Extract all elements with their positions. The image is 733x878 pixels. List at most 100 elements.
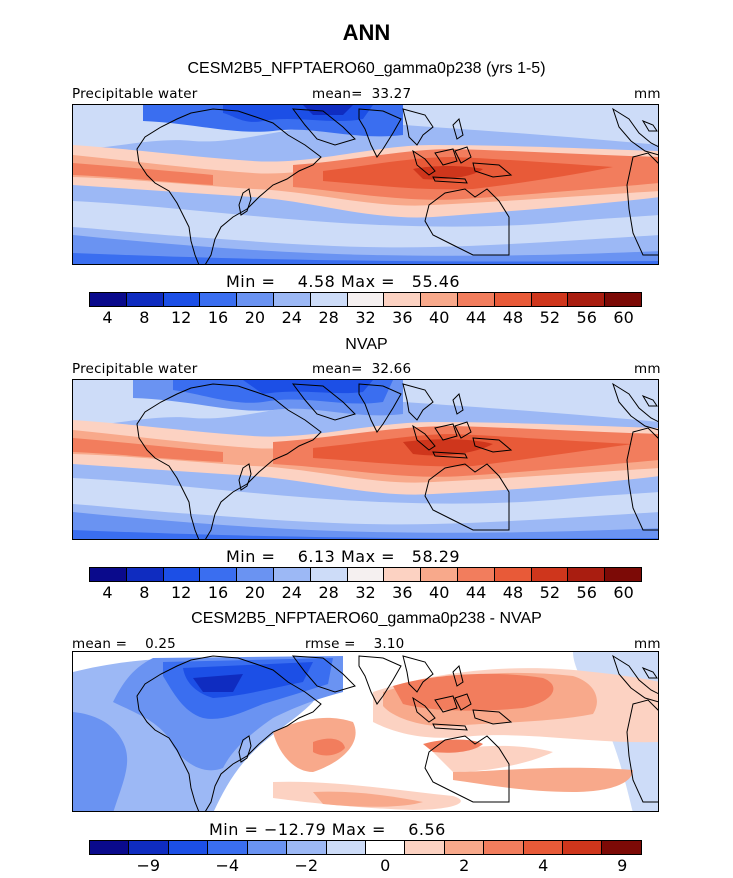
colorbar-swatch (605, 568, 641, 581)
colorbar-tick-label: 52 (539, 583, 561, 602)
colorbar-tick-label: −4 (215, 856, 240, 875)
panel1-mean: mean= 33.27 (312, 86, 411, 102)
panel2-max-value: 58.29 (411, 547, 461, 566)
panel3-mean-label: mean = (72, 636, 128, 652)
panel2-min-value: 6.13 (297, 547, 336, 566)
colorbar-swatch (384, 568, 422, 581)
colorbar-tick-label: 24 (281, 308, 302, 327)
colorbar-tick-label: 8 (139, 308, 150, 327)
colorbar-swatch (310, 293, 348, 306)
colorbar-tick-label: 8 (139, 583, 150, 602)
panel2-mean: mean= 32.66 (312, 361, 411, 377)
panel2-variable-label: Precipitable water (72, 361, 198, 377)
colorbar-swatch (200, 293, 238, 306)
colorbar-swatch (163, 568, 201, 581)
panel3-mean: mean = 0.25 (72, 636, 176, 652)
panel1-max-value: 55.46 (411, 272, 461, 291)
colorbar-swatch (602, 841, 641, 854)
panel3-max-label: Max = (331, 820, 386, 839)
colorbar-tick-label: 60 (613, 583, 634, 602)
panel3-min-value: −12.79 (263, 820, 327, 839)
panel1-max-label: Max = (340, 272, 396, 291)
colorbar-tick-label: 28 (318, 583, 339, 602)
colorbar-swatch (126, 568, 164, 581)
colorbar-tick-label: 12 (170, 308, 192, 327)
colorbar-swatch (163, 293, 201, 306)
panel3-rmse-value: 3.10 (373, 636, 405, 652)
colorbar-tick-label: 20 (244, 583, 266, 602)
colorbar-swatch (90, 293, 127, 306)
colorbar-tick-label: 56 (576, 583, 597, 602)
colorbar-tick-label: 48 (502, 583, 524, 602)
panel1-contour-field (73, 105, 658, 264)
colorbar-swatch (247, 841, 288, 854)
colorbar-swatch (347, 293, 385, 306)
colorbar-swatch (457, 568, 495, 581)
colorbar-swatch (405, 841, 445, 854)
panel1-mean-value: 33.27 (371, 86, 412, 102)
panel2-title: NVAP (345, 336, 388, 353)
colorbar-tick-label: 32 (355, 308, 376, 327)
panel1-mean-label: mean= (312, 86, 363, 102)
colorbar-swatch (310, 568, 348, 581)
colorbar-swatch (563, 841, 603, 854)
panel2-min-label: Min = (226, 547, 276, 566)
panel3-mean-value: 0.25 (145, 636, 176, 652)
colorbar-tick-label: 12 (170, 583, 192, 602)
panel3-title: CESM2B5_NFPTAERO60_gamma0p238 - NVAP (191, 610, 542, 627)
colorbar-swatch (237, 293, 274, 306)
panel1-minmax: Min = 4.58 Max = 55.46 (226, 272, 460, 291)
panel3-units: mm (634, 636, 661, 652)
colorbar-swatch (90, 568, 127, 581)
panel3-colorbar-ticks: −9 −4 −2 0 2 4 9 (89, 856, 642, 876)
colorbar-swatch (287, 841, 327, 854)
colorbar-swatch (326, 841, 366, 854)
colorbar-tick-label: 44 (465, 583, 487, 602)
colorbar-tick-label: −2 (294, 856, 319, 875)
colorbar-tick-label: 36 (392, 308, 413, 327)
colorbar-tick-label: −9 (136, 856, 161, 875)
panel2-colorbar (89, 567, 642, 582)
panel1-colorbar-ticks: 4 8 12 16 20 24 28 32 36 40 44 48 52 56 60 (89, 308, 642, 328)
figure-title: ANN (342, 20, 391, 45)
colorbar-swatch (568, 293, 606, 306)
panel1-min-label: Min = (226, 272, 276, 291)
colorbar-tick-label: 36 (392, 583, 413, 602)
colorbar-swatch (484, 841, 524, 854)
panel3-colorbar (89, 840, 642, 855)
colorbar-swatch (237, 568, 274, 581)
colorbar-tick-label: 60 (613, 308, 634, 327)
panel2-units: mm (634, 361, 661, 377)
panel1-variable-label: Precipitable water (72, 86, 198, 102)
panel3-map (72, 651, 659, 812)
colorbar-swatch (168, 841, 209, 854)
colorbar-tick-label: 2 (459, 856, 470, 875)
panel3-min-label: Min = (209, 820, 259, 839)
panel3-minmax: Min = −12.79 Max = 6.56 (209, 820, 446, 839)
colorbar-tick-label: 16 (207, 308, 229, 327)
colorbar-tick-label: 48 (502, 308, 524, 327)
colorbar-swatch (605, 293, 641, 306)
colorbar-tick-label: 52 (539, 308, 561, 327)
colorbar-tick-label: 4 (102, 583, 113, 602)
colorbar-swatch (444, 841, 485, 854)
colorbar-swatch (365, 841, 406, 854)
colorbar-swatch (523, 841, 564, 854)
colorbar-swatch (200, 568, 238, 581)
colorbar-tick-label: 0 (380, 856, 391, 875)
colorbar-tick-label: 9 (617, 856, 628, 875)
panel3-rmse-label: rmse = (305, 636, 356, 652)
colorbar-swatch (129, 841, 169, 854)
colorbar-tick-label: 24 (281, 583, 302, 602)
colorbar-tick-label: 20 (244, 308, 266, 327)
panel1-colorbar (89, 292, 642, 307)
panel2-map (72, 379, 659, 540)
panel1-min-value: 4.58 (297, 272, 336, 291)
panel3-contour-field (73, 652, 658, 811)
panel3-rmse: rmse = 3.10 (305, 636, 404, 652)
colorbar-tick-label: 40 (429, 583, 450, 602)
colorbar-swatch (421, 568, 458, 581)
colorbar-swatch (568, 568, 606, 581)
panel1-title: CESM2B5_NFPTAERO60_gamma0p238 (yrs 1-5) (187, 60, 546, 77)
colorbar-swatch (90, 841, 130, 854)
